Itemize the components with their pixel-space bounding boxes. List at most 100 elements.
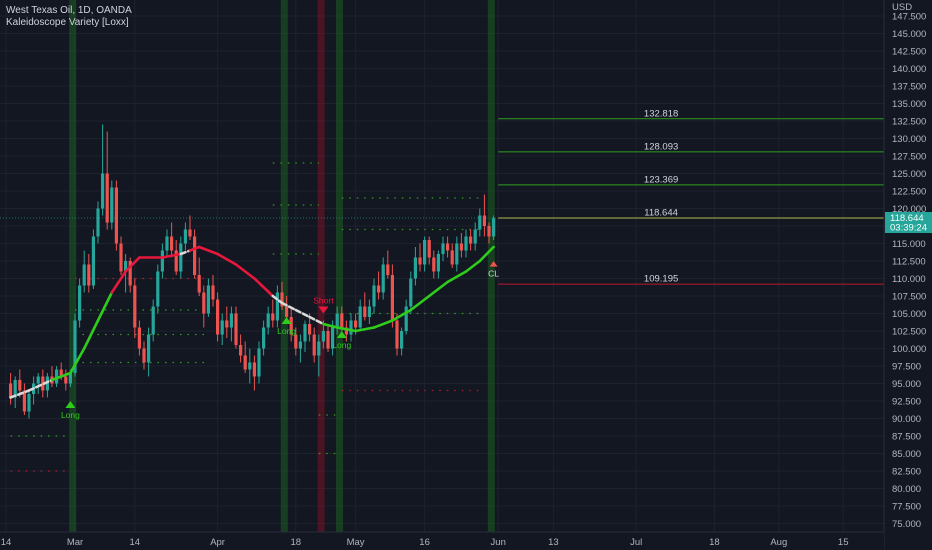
candle-body [358, 306, 362, 328]
candle-body [179, 243, 183, 272]
ma-segment [271, 294, 284, 305]
candle-body [372, 285, 376, 307]
candle-body [133, 285, 137, 328]
candle-body [262, 327, 266, 349]
y-tick-label: 132.500 [892, 117, 926, 128]
ma-segment [188, 245, 201, 252]
ma-segment [96, 291, 114, 322]
candle-body [124, 261, 128, 272]
candle-body [285, 306, 289, 317]
moving-average [9, 245, 495, 399]
candle-body [441, 243, 445, 254]
x-tick-label: 14 [130, 537, 141, 548]
candle-body [91, 236, 95, 286]
candle-body [128, 261, 132, 286]
candle-body [271, 313, 275, 321]
ma-segment [409, 294, 431, 312]
candle-body [303, 324, 307, 342]
candle-body [22, 390, 26, 412]
ma-segment [446, 270, 468, 284]
ma-segment [50, 371, 72, 382]
candle-body [206, 285, 210, 314]
target-levels: 132.818 128.093 123.369 118.644 109.195 [0, 108, 884, 285]
ma-segment [335, 326, 357, 333]
candle-body [9, 383, 13, 398]
currency-label: USD [892, 2, 912, 13]
x-tick-label: May [347, 537, 365, 548]
ma-segment [280, 301, 298, 312]
candle-body [294, 334, 298, 349]
ma-segment [124, 256, 141, 273]
signal-band [336, 0, 343, 532]
y-tick-label: 135.000 [892, 99, 926, 110]
y-tick-label: 110.000 [892, 274, 926, 285]
candle-body [436, 254, 440, 272]
candle-body [275, 292, 279, 321]
y-tick-label: 77.500 [892, 502, 921, 513]
candle-body [96, 208, 100, 237]
x-tick-label: Aug [770, 537, 787, 548]
candle-body [354, 320, 358, 328]
y-tick-label: 125.000 [892, 169, 926, 180]
candle-body [427, 240, 431, 258]
ma-segment [308, 315, 325, 326]
signal-marker [489, 261, 498, 267]
candle-body [478, 215, 482, 230]
ma-segment [322, 322, 339, 329]
candle-body [400, 331, 404, 349]
candle-body [78, 285, 82, 321]
candle-body [36, 376, 40, 384]
candle-body [13, 380, 17, 398]
price-axis-bg [884, 0, 932, 550]
candle-body [151, 306, 155, 335]
y-tick-label: 107.500 [892, 292, 926, 303]
candle-body [395, 320, 399, 349]
ma-segment [478, 245, 495, 263]
signal-label: Long [277, 326, 296, 336]
candle-body [326, 331, 330, 349]
candle-body [363, 306, 367, 317]
candle-body [27, 394, 31, 412]
candle-body [59, 369, 63, 377]
y-tick-label: 97.500 [892, 362, 921, 373]
target-level-label: 118.644 [644, 207, 678, 218]
y-tick-label: 105.000 [892, 309, 926, 320]
x-tick-label: 16 [419, 537, 430, 548]
ma-segment [9, 389, 31, 399]
signal-band [317, 0, 325, 532]
last-price-tag [885, 211, 932, 233]
x-tick-label: 14 [1, 537, 12, 548]
chart-title: West Texas Oil, 1D, OANDA [6, 5, 132, 16]
candle-body [197, 275, 201, 293]
time-axis[interactable]: 14 Mar 14 Apr 18 May 16 Jun 13 Jul 18 Aug 15 [0, 531, 884, 550]
candle-body [404, 306, 408, 331]
y-tick-label: 102.500 [892, 327, 926, 338]
candle-body [18, 380, 22, 391]
candle-body [266, 313, 270, 328]
y-tick-label: 140.000 [892, 64, 926, 75]
candle-body [459, 243, 463, 251]
candle-body [248, 362, 252, 370]
y-tick-label: 90.000 [892, 414, 921, 425]
x-tick-label: 18 [291, 537, 302, 548]
ma-segment [354, 326, 376, 333]
target-level-label: 128.093 [644, 141, 678, 152]
ma-segment [234, 263, 256, 280]
target-level-label: 109.195 [644, 274, 678, 285]
ma-segment [391, 308, 413, 322]
candle-body [229, 313, 233, 328]
y-tick-label: 87.500 [892, 432, 921, 443]
last-price-value: 118.644 [890, 213, 924, 224]
y-tick-label: 130.000 [892, 134, 926, 145]
candle-body [432, 257, 436, 272]
candle-body [110, 187, 114, 223]
signal-marker [336, 331, 347, 338]
ma-segment [216, 252, 238, 266]
candle-body [298, 341, 302, 349]
candle-body [82, 264, 86, 286]
candle-body [418, 257, 422, 265]
signal-label: Short [313, 296, 334, 306]
